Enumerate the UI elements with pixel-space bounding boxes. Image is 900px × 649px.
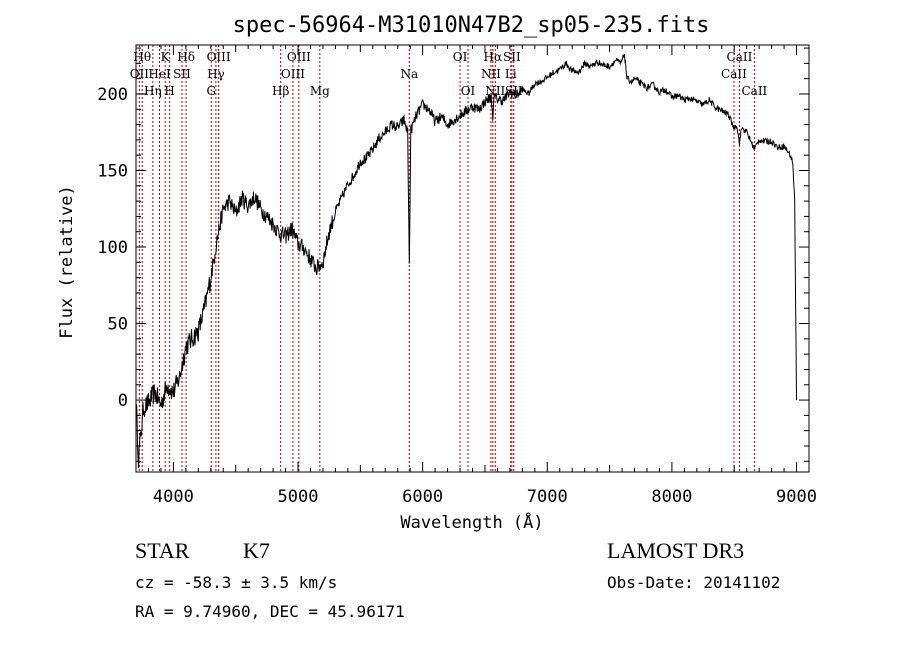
line-marker-label: OIII: [281, 67, 305, 81]
line-marker-label: Hθ: [133, 50, 151, 64]
line-marker-label: Hα: [484, 50, 503, 64]
line-markers: [138, 45, 755, 472]
line-marker-label: Mg: [310, 84, 330, 98]
line-marker-label: SII: [173, 67, 191, 81]
line-marker-label: Li: [505, 67, 517, 81]
y-axis-ticks: 0 50 100 150 200: [97, 47, 809, 462]
redshift-text: cz = -58.3 ± 3.5 km/s: [135, 573, 338, 592]
line-marker-label: H: [164, 84, 174, 98]
y-tick-label: 150: [97, 161, 128, 181]
y-tick-label: 50: [108, 315, 128, 335]
line-marker-label: SII: [503, 50, 521, 64]
line-marker-label: Hβ: [272, 84, 289, 98]
coordinates-text: RA = 9.74960, DEC = 45.96171: [135, 602, 405, 621]
line-marker-label: OII: [130, 67, 150, 81]
line-marker-label: K: [161, 50, 171, 64]
survey-name: LAMOST DR3: [607, 538, 745, 563]
line-marker-labels: Hθ OII Hη HeI K H SII Hδ G Hγ OIII Hβ OIII OIII Mg Na OI…: [130, 50, 768, 98]
y-tick-label: 100: [97, 238, 128, 258]
x-axis-ticks: 4000 5000 6000 7000 8000 9000: [135, 45, 817, 507]
line-marker-label: G: [206, 84, 216, 98]
object-class: STAR: [135, 538, 190, 563]
line-marker-label: NII: [481, 67, 501, 81]
y-tick-label: 0: [118, 391, 128, 411]
chart-title: spec-56964-M31010N47B2_sp05-235.fits: [233, 13, 710, 38]
line-marker-label: CaII: [727, 50, 753, 64]
line-marker-label: OI: [453, 50, 468, 64]
object-subclass: K7: [243, 538, 270, 563]
line-marker-label: NII: [485, 84, 505, 98]
y-tick-label: 200: [97, 85, 128, 105]
line-marker-label: OI: [461, 84, 476, 98]
spectrum-line: [135, 54, 797, 468]
x-axis-label: Wavelength (Å): [400, 511, 543, 533]
line-marker-label: CaII: [721, 67, 747, 81]
line-marker-label: OIII: [287, 50, 311, 64]
line-marker-label: HeI: [148, 67, 171, 81]
y-axis-label: Flux (relative): [57, 185, 77, 339]
line-marker-label: OIII: [207, 50, 231, 64]
x-tick-label: 8000: [651, 487, 692, 507]
x-tick-label: 4000: [153, 487, 194, 507]
line-marker-label: Hη: [144, 84, 162, 98]
x-tick-label: 5000: [278, 487, 319, 507]
line-marker-label: CaII: [741, 84, 767, 98]
line-marker-label: Na: [400, 67, 418, 81]
line-marker-label: Hγ: [207, 67, 225, 81]
x-tick-label: 7000: [527, 487, 568, 507]
x-tick-label: 6000: [402, 487, 443, 507]
x-tick-label: 9000: [776, 487, 817, 507]
obs-date-text: Obs-Date: 20141102: [607, 573, 781, 592]
line-marker-label: Hδ: [177, 50, 195, 64]
